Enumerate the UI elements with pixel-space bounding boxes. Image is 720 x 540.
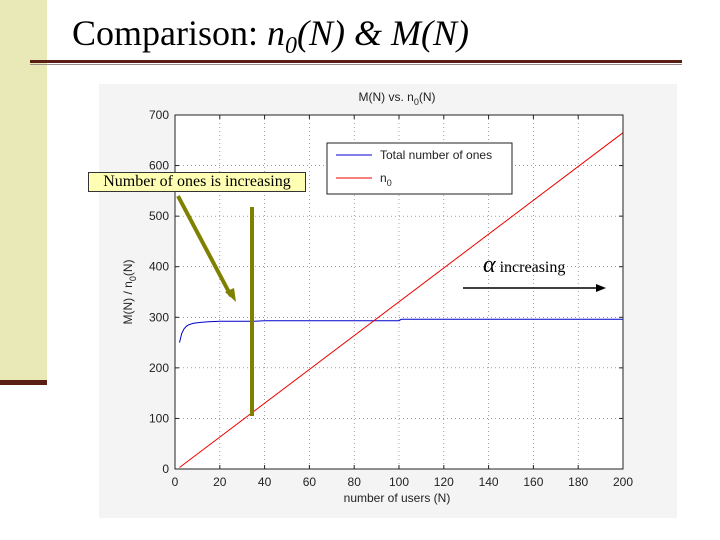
- y-tick-label: 0: [162, 462, 169, 476]
- y-tick-label: 300: [149, 310, 169, 324]
- ticks: 0 20 40 60 80 100 120 140 160 180 200 0 100 200 300 400…: [149, 108, 633, 489]
- x-tick-label: 140: [479, 475, 499, 489]
- chart-title-sub: 0: [414, 97, 419, 107]
- y-axis-label: M(N) / n0(N): [121, 259, 138, 324]
- alpha-symbol: α: [483, 252, 496, 278]
- x-axis-label: number of users (N): [344, 491, 451, 505]
- legend-label-n0: n0: [380, 171, 392, 188]
- y-tick-label: 700: [149, 108, 169, 122]
- x-tick-label: 20: [213, 475, 227, 489]
- legend-label-total-ones: Total number of ones: [380, 148, 492, 162]
- alpha-arrowhead: [596, 284, 606, 292]
- callout-arrow: [176, 195, 233, 297]
- slide-title: Comparison: n0(N) & M(N): [72, 12, 469, 60]
- annotation-arrows: [176, 195, 606, 416]
- title-rule-thin: [30, 64, 682, 65]
- callout-arrowhead: [225, 288, 236, 302]
- chart-title-main: M(N) vs. n: [358, 90, 413, 104]
- title-prefix: Comparison:: [72, 13, 267, 53]
- title-suffix: (N) & M(N): [297, 13, 469, 53]
- chart-title: M(N) vs. n0(N): [358, 90, 435, 107]
- legend-label-n0-sub: 0: [387, 178, 392, 188]
- callout-text: Number of ones is increasing: [103, 173, 291, 190]
- y-axis-label-end: (N): [121, 259, 135, 276]
- chart-title-end: (N): [419, 90, 436, 104]
- alpha-text: increasing: [495, 259, 566, 276]
- y-tick-label: 500: [149, 209, 169, 223]
- x-tick-label: 180: [568, 475, 588, 489]
- x-tick-label: 80: [348, 475, 362, 489]
- series-line-0: [179, 318, 623, 343]
- title-rule: [30, 60, 682, 63]
- y-tick-label: 600: [149, 159, 169, 173]
- x-tick-label: 60: [303, 475, 317, 489]
- x-tick-label: 100: [389, 475, 409, 489]
- legend-box: [326, 142, 513, 195]
- callout-box: Number of ones is increasing: [88, 172, 306, 192]
- x-tick-label: 200: [613, 475, 633, 489]
- y-tick-label: 400: [149, 260, 169, 274]
- y-axis-label-main: M(N) / n: [121, 281, 135, 324]
- y-tick-label: 100: [149, 411, 169, 425]
- alpha-increasing-label: α increasing: [483, 252, 565, 279]
- x-tick-label: 120: [434, 475, 454, 489]
- title-subscript: 0: [285, 33, 297, 60]
- legend-label-n0-main: n: [380, 171, 387, 185]
- x-tick-label: 160: [523, 475, 543, 489]
- y-axis-label-sub: 0: [128, 276, 138, 281]
- x-tick-label: 40: [258, 475, 272, 489]
- x-tick-label: 0: [172, 475, 179, 489]
- sidebar-underline: [0, 380, 47, 385]
- y-tick-label: 200: [149, 361, 169, 375]
- sidebar-accent-bar: [0, 0, 47, 383]
- title-n: n: [267, 13, 285, 53]
- legend: Total number of ones n0: [326, 142, 513, 195]
